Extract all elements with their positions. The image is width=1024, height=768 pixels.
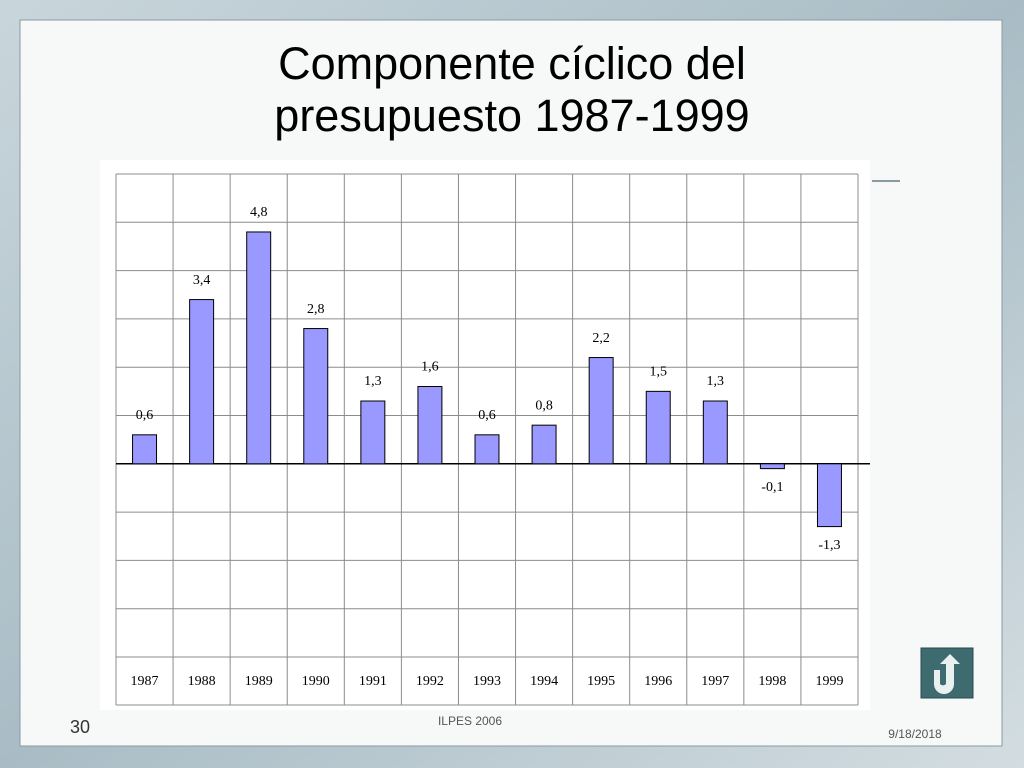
x-tick-label: 1990 xyxy=(302,674,330,689)
chart-title: Componente cíclico del presupuesto 1987-… xyxy=(274,38,750,141)
bar xyxy=(759,463,785,470)
data-label: 0,6 xyxy=(478,408,496,423)
footer-center: ILPES 2006 xyxy=(438,714,502,728)
bar xyxy=(132,434,158,465)
page-number: 30 xyxy=(70,717,90,737)
bar xyxy=(702,400,728,465)
bar xyxy=(645,390,671,465)
data-label: 0,8 xyxy=(535,398,553,413)
data-label: 3,4 xyxy=(193,273,211,288)
x-tick-label: 1998 xyxy=(758,674,786,689)
bar xyxy=(303,328,329,465)
x-tick-label: 1993 xyxy=(473,674,501,689)
x-tick-label: 1992 xyxy=(416,674,444,689)
x-tick-label: 1988 xyxy=(188,674,216,689)
bar xyxy=(816,463,842,528)
data-label: 1,5 xyxy=(649,365,667,380)
data-label: -0,1 xyxy=(761,480,783,495)
data-label: 0,6 xyxy=(136,408,154,423)
x-tick-label: 1987 xyxy=(131,674,159,689)
bar xyxy=(189,299,215,465)
x-tick-label: 1989 xyxy=(245,674,273,689)
x-tick-label: 1997 xyxy=(701,674,729,689)
data-label: -1,3 xyxy=(818,538,840,553)
footer-date: 9/18/2018 xyxy=(888,727,942,741)
data-label: 1,3 xyxy=(707,374,725,389)
data-label: 4,8 xyxy=(250,205,268,220)
x-tick-label: 1995 xyxy=(587,674,615,689)
bar xyxy=(588,357,614,465)
x-tick-label: 1996 xyxy=(644,674,672,689)
data-label: 1,3 xyxy=(364,374,382,389)
bar xyxy=(246,231,272,465)
data-label: 2,8 xyxy=(307,302,325,317)
back-button[interactable] xyxy=(920,647,974,699)
bar xyxy=(531,424,557,465)
data-label: 2,2 xyxy=(592,331,610,346)
bar xyxy=(360,400,386,465)
x-tick-label: 1991 xyxy=(359,674,387,689)
x-tick-label: 1999 xyxy=(815,674,843,689)
back-icon[interactable] xyxy=(934,654,960,694)
bar xyxy=(417,386,443,465)
data-label: 1,6 xyxy=(421,360,439,375)
x-tick-label: 1994 xyxy=(530,674,558,689)
bar xyxy=(474,434,500,465)
